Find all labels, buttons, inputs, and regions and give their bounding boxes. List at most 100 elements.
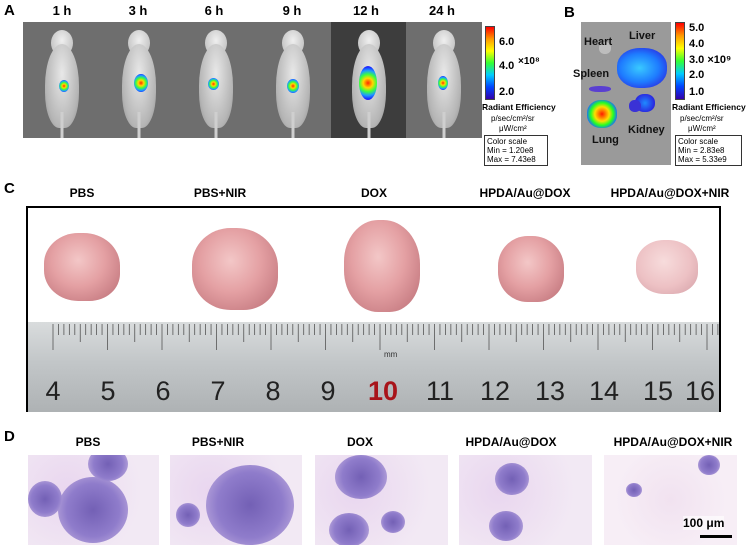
label-kidney: Kidney <box>628 124 665 136</box>
fluorescence-spot <box>59 80 69 92</box>
fluorescence-spot <box>208 78 219 90</box>
panel-a-exponent: ×10⁸ <box>518 56 540 67</box>
ruler-num-8: 8 <box>265 376 281 406</box>
time-label-9h: 9 h <box>282 3 302 18</box>
fluorescence-spot <box>134 74 148 92</box>
panel-b-colorbar <box>675 22 685 100</box>
scale-bar <box>700 535 732 538</box>
ruler: mm 4 5 6 7 8 9 10 11 12 13 14 15 16 <box>28 322 719 412</box>
lung-pbs <box>44 233 120 301</box>
mouse-tail <box>442 112 446 138</box>
panel-a-scale-max: Max = 7.43e8 <box>487 155 536 164</box>
ruler-num-11: 11 <box>425 376 455 406</box>
panel-a-cb-unit1: p/sec/cm²/sr <box>491 114 535 123</box>
panel-b-tick-3: 3.0 ×10⁹ <box>689 54 732 66</box>
tumor-nodule <box>495 463 529 495</box>
panel-a-scale-title: Color scale <box>487 137 528 146</box>
panel-b-scale-min: Min = 2.83e8 <box>678 146 725 155</box>
tumor-nodule <box>176 503 200 527</box>
panel-a-cb-title: Radiant Efficiency <box>482 102 556 112</box>
mouse-image-3h <box>101 22 177 138</box>
tumor-nodule <box>698 455 720 475</box>
mouse-tail <box>291 112 294 138</box>
liver-organ <box>617 48 667 88</box>
mouse-tail <box>214 112 217 138</box>
label-lung: Lung <box>592 134 619 146</box>
panel-b-scale-max: Max = 5.33e9 <box>678 155 727 164</box>
heart-organ <box>599 42 611 54</box>
panel-a-letter: A <box>4 2 15 19</box>
tumor-nodule <box>28 481 62 517</box>
panel-b-letter: B <box>564 4 575 21</box>
panel-b-cb-unit2: μW/cm² <box>688 124 716 133</box>
ruler-num-10: 10 <box>367 376 399 406</box>
panel-a-color-scale-box: Color scale Min = 1.20e8 Max = 7.43e8 <box>484 135 548 166</box>
mouse-image-1h <box>23 22 101 138</box>
c-label-hpda-nir: HPDA/Au@DOX+NIR <box>610 186 730 200</box>
panel-a-tick-4: 4.0 <box>499 60 515 72</box>
tumor-nodule <box>335 455 387 499</box>
tumor-nodule <box>626 483 642 497</box>
time-label-12h: 12 h <box>352 3 379 18</box>
organ-image <box>581 22 671 165</box>
mouse-image-12h <box>331 22 406 138</box>
mouse-tail <box>137 112 141 138</box>
d-label-hpda-nir: HPDA/Au@DOX+NIR <box>613 435 733 449</box>
ruler-num-5: 5 <box>100 376 116 406</box>
panel-b-scale-title: Color scale <box>678 137 719 146</box>
kidney-organ-2 <box>629 100 641 112</box>
panel-a-cb-unit2: μW/cm² <box>499 124 527 133</box>
c-label-pbs: PBS <box>69 186 95 200</box>
time-label-6h: 6 h <box>204 3 224 18</box>
mouse-tail <box>367 112 370 138</box>
fluorescence-spot <box>438 76 448 90</box>
mouse-image-24h <box>406 22 482 138</box>
panel-b-color-scale-box: Color scale Min = 2.83e8 Max = 5.33e9 <box>675 135 742 166</box>
panel-a-tick-2: 2.0 <box>499 86 515 98</box>
tumor-nodule <box>329 513 369 545</box>
d-label-pbs: PBS <box>75 435 101 449</box>
c-label-dox: DOX <box>360 186 387 200</box>
label-heart: Heart <box>584 36 613 48</box>
mouse-image-6h <box>177 22 254 138</box>
ruler-num-9: 9 <box>320 376 336 406</box>
fluorescence-spot <box>359 66 377 100</box>
panel-a-tick-6: 6.0 <box>499 36 515 48</box>
ruler-num-15: 15 <box>642 376 674 406</box>
panel-d-letter: D <box>4 428 15 445</box>
c-label-hpda: HPDA/Au@DOX <box>479 186 571 200</box>
panel-c-letter: C <box>4 180 15 197</box>
ruler-unit: mm <box>384 350 398 359</box>
lung-organ <box>587 100 617 128</box>
histology-hpda-nir <box>604 455 737 545</box>
d-label-pbs-nir: PBS+NIR <box>191 435 245 449</box>
tumor-nodule <box>381 511 405 533</box>
ruler-num-7: 7 <box>210 376 226 406</box>
ruler-num-6: 6 <box>155 376 171 406</box>
label-spleen: Spleen <box>573 68 610 80</box>
label-liver: Liver <box>629 30 656 42</box>
histology-pbs <box>28 455 159 545</box>
tumor-nodule <box>88 455 128 481</box>
tumor-nodule <box>58 477 128 543</box>
panel-b-tick-1: 1.0 <box>689 86 705 98</box>
mouse-tail <box>60 112 64 138</box>
panel-b-tick-5: 5.0 <box>689 22 705 34</box>
time-label-24h: 24 h <box>428 3 455 18</box>
panel-a-colorbar <box>485 26 495 100</box>
mouse-image-9h <box>254 22 331 138</box>
ruler-num-4: 4 <box>45 376 61 406</box>
ruler-num-13: 13 <box>534 376 566 406</box>
ruler-num-16: 16 <box>684 376 716 406</box>
d-label-dox: DOX <box>346 435 373 449</box>
panel-b-tick-2: 2.0 <box>689 69 705 81</box>
lung-dox <box>344 220 420 312</box>
ruler-ticks <box>52 324 719 350</box>
tumor-nodule <box>206 465 294 545</box>
ruler-num-12: 12 <box>479 376 511 406</box>
lung-pbs-nir <box>192 228 278 310</box>
lung-hpda-nir <box>636 240 698 294</box>
d-label-hpda: HPDA/Au@DOX <box>465 435 557 449</box>
lung-hpda <box>498 236 564 302</box>
fluorescence-spot <box>287 79 299 93</box>
